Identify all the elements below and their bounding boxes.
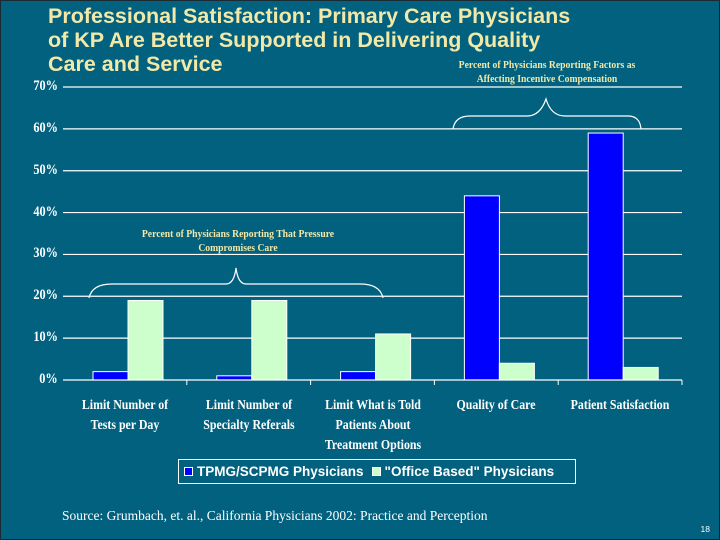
x-category-label: Limit Number of Tests per Day: [68, 395, 182, 435]
y-tick-label: 20%: [33, 287, 58, 304]
annotation-right-line-1: Percent of Physicians Reporting Factors …: [458, 60, 636, 71]
brace-left: [88, 267, 384, 299]
x-axis: [63, 379, 683, 385]
x-category-label-line: Tests per Day: [90, 417, 160, 432]
bars: [92, 132, 659, 381]
annotation-incentive-compensation: Percent of Physicians Reporting Factors …: [423, 59, 671, 87]
legend-label-office: "Office Based" Physicians: [384, 464, 555, 479]
x-category-label-line: Quality of Care: [456, 397, 536, 412]
legend-swatch-office: [371, 467, 381, 476]
x-category-label: Limit Number of Specialty Referals: [191, 395, 305, 435]
braces: [88, 97, 642, 299]
bar-tpmg: [463, 195, 500, 381]
x-category-label-line: Patient Satisfaction: [570, 397, 670, 412]
legend-entry-office: "Office Based" Physicians: [371, 464, 555, 479]
legend-swatch-tpmg: [184, 467, 193, 476]
annotation-left-line-1: Percent of Physicians Reporting That Pre…: [141, 229, 335, 240]
gridlines: [63, 86, 682, 339]
bar-office-based: [498, 362, 535, 381]
bar-tpmg: [587, 132, 624, 381]
x-category-label-line: Specialty Referals: [202, 417, 295, 432]
y-tick-label: 0%: [39, 371, 58, 387]
x-category-label-line: Treatment Options: [324, 437, 421, 452]
annotation-right-line-2: Affecting Incentive Compensation: [476, 74, 618, 85]
title-line-1: Professional Satisfaction: Primary Care …: [48, 4, 571, 28]
x-category-label: Limit What is Told Patients About Treatmen…: [315, 395, 429, 455]
bar-office-based: [622, 366, 659, 381]
bar-office-based: [375, 333, 412, 381]
x-category-label-line: Limit Number of: [81, 397, 169, 412]
x-category-label-line: Limit What is Told: [324, 397, 421, 412]
bar-tpmg: [340, 371, 377, 381]
bar-tpmg: [216, 375, 253, 381]
title-line-3: Care and Service: [48, 52, 223, 76]
x-category-label: Patient Satisfaction: [563, 395, 677, 415]
source-citation: Source: Grumbach, et. al., California Ph…: [62, 508, 488, 523]
bar-office-based: [251, 299, 288, 381]
x-category-label: Quality of Care: [439, 395, 553, 415]
x-category-label-line: Limit Number of: [205, 397, 292, 412]
x-category-label-line: Patients About: [335, 417, 410, 432]
legend: TPMG/SCPMG Physicians "Office Based" Phy…: [178, 459, 576, 484]
bar-tpmg: [92, 371, 129, 381]
y-tick-label: 60%: [33, 119, 58, 136]
annotation-pressure-compromises-care: Percent of Physicians Reporting That Pre…: [100, 228, 376, 256]
annotation-left-line-2: Compromises Care: [198, 243, 278, 254]
slide-title: Professional Satisfaction: Primary Care …: [48, 4, 668, 76]
bar-office-based: [127, 299, 164, 381]
y-tick-label: 70%: [33, 78, 58, 94]
y-tick-label: 10%: [33, 329, 58, 346]
page-number: 18: [700, 524, 710, 534]
y-tick-label: 40%: [33, 203, 58, 220]
brace-right: [452, 97, 642, 130]
y-tick-label: 30%: [33, 245, 58, 262]
title-line-2: of KP Are Better Supported in Delivering…: [48, 28, 541, 52]
y-tick-label: 50%: [33, 161, 58, 178]
legend-entry-tpmg: TPMG/SCPMG Physicians: [184, 464, 364, 479]
legend-label-tpmg: TPMG/SCPMG Physicians: [197, 464, 364, 479]
